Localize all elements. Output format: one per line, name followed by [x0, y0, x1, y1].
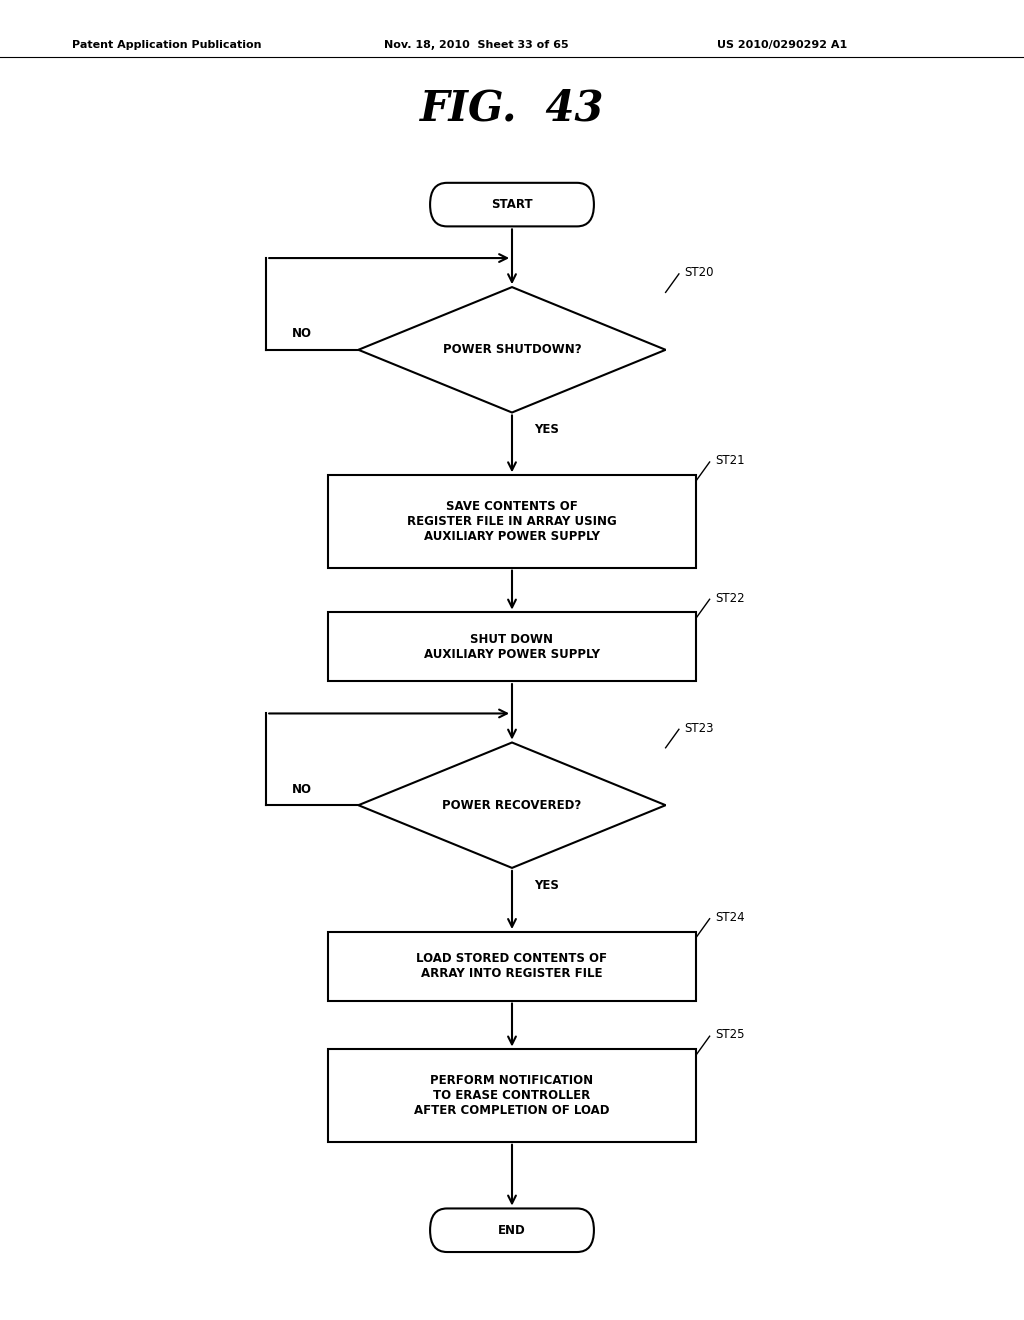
Text: NO: NO [292, 327, 312, 341]
Bar [328, 1049, 696, 1142]
Text: ST22: ST22 [715, 591, 744, 605]
Bar [328, 612, 696, 681]
Text: END: END [498, 1224, 526, 1237]
Text: FIG.  43: FIG. 43 [420, 87, 604, 129]
Bar [328, 932, 696, 1001]
Polygon shape [358, 742, 666, 869]
Text: ST21: ST21 [715, 454, 744, 467]
Text: YES: YES [535, 424, 559, 436]
Text: Nov. 18, 2010  Sheet 33 of 65: Nov. 18, 2010 Sheet 33 of 65 [384, 40, 568, 50]
Text: POWER SHUTDOWN?: POWER SHUTDOWN? [442, 343, 582, 356]
Text: ST25: ST25 [715, 1028, 744, 1041]
Text: SAVE CONTENTS OF
REGISTER FILE IN ARRAY USING
AUXILIARY POWER SUPPLY: SAVE CONTENTS OF REGISTER FILE IN ARRAY … [408, 500, 616, 543]
Text: US 2010/0290292 A1: US 2010/0290292 A1 [717, 40, 847, 50]
Text: YES: YES [535, 879, 559, 891]
Text: Patent Application Publication: Patent Application Publication [72, 40, 261, 50]
FancyBboxPatch shape [430, 1209, 594, 1251]
Text: POWER RECOVERED?: POWER RECOVERED? [442, 799, 582, 812]
Text: ST20: ST20 [684, 267, 714, 280]
Text: START: START [492, 198, 532, 211]
Text: ST23: ST23 [684, 722, 714, 734]
Bar [328, 475, 696, 568]
Text: ST24: ST24 [715, 911, 744, 924]
Text: NO: NO [292, 783, 312, 796]
Polygon shape [358, 288, 666, 412]
Text: PERFORM NOTIFICATION
TO ERASE CONTROLLER
AFTER COMPLETION OF LOAD: PERFORM NOTIFICATION TO ERASE CONTROLLER… [415, 1074, 609, 1117]
Text: LOAD STORED CONTENTS OF
ARRAY INTO REGISTER FILE: LOAD STORED CONTENTS OF ARRAY INTO REGIS… [417, 952, 607, 981]
FancyBboxPatch shape [430, 182, 594, 226]
Text: SHUT DOWN
AUXILIARY POWER SUPPLY: SHUT DOWN AUXILIARY POWER SUPPLY [424, 632, 600, 661]
